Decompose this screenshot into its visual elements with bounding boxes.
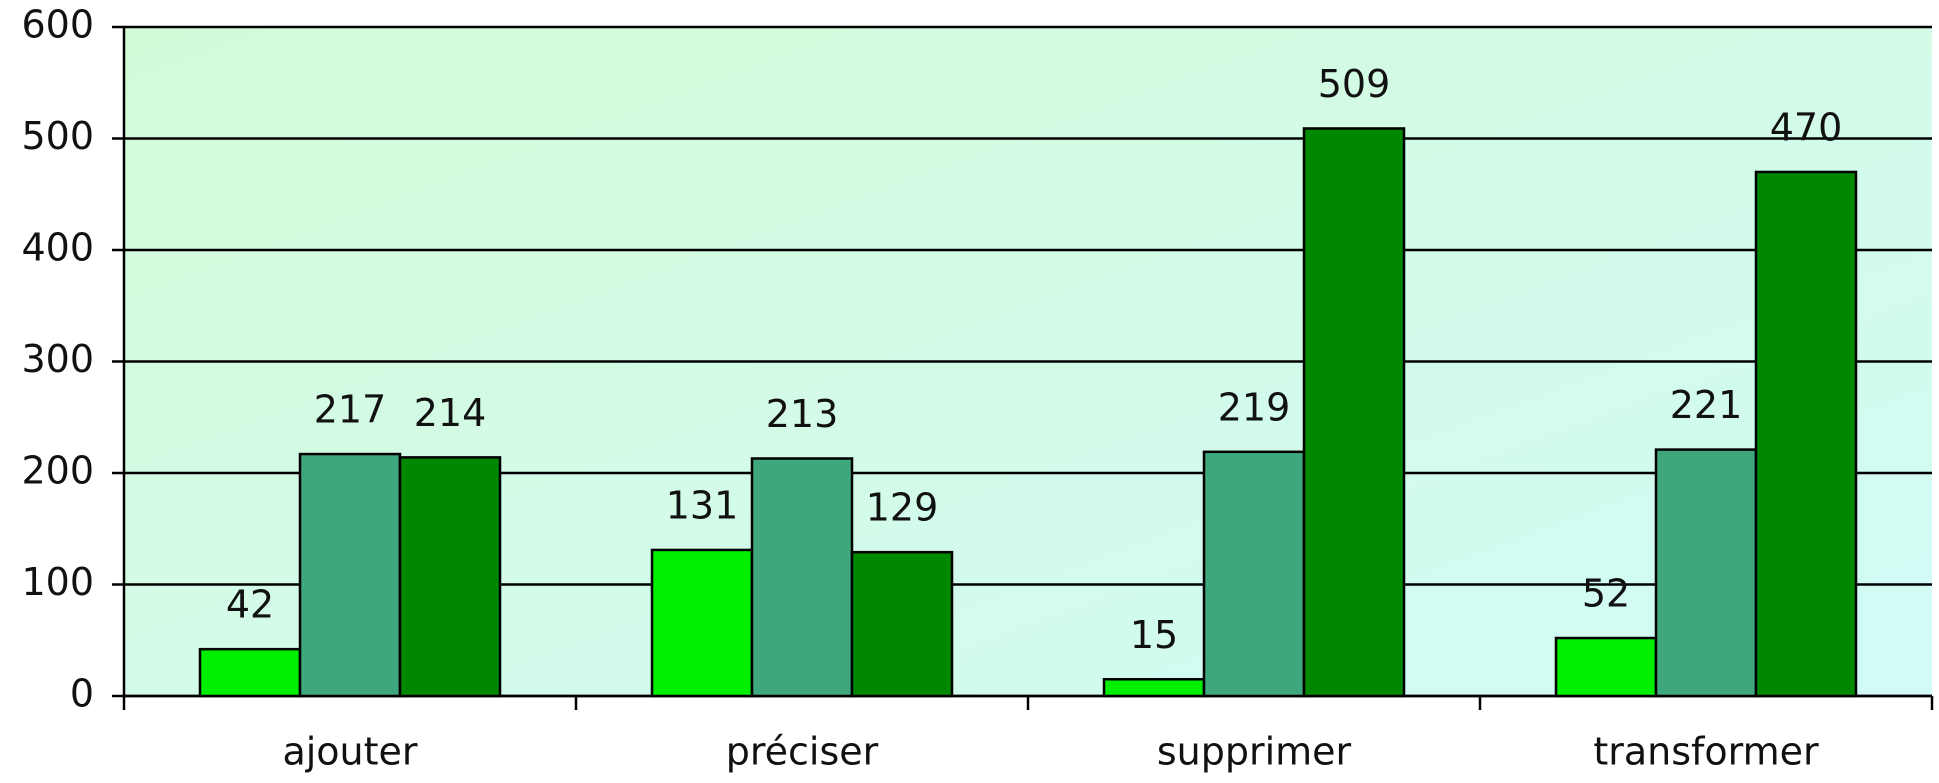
x-tick-label: transformer <box>1593 730 1819 774</box>
data-label: 470 <box>1770 105 1843 149</box>
y-tick-label: 500 <box>21 114 94 158</box>
bar <box>750 457 854 698</box>
bar <box>1302 127 1406 698</box>
y-tick-label: 100 <box>21 560 94 604</box>
y-tick-label: 400 <box>21 226 94 270</box>
data-label: 217 <box>314 388 387 432</box>
bar <box>198 647 302 698</box>
bar <box>298 452 402 698</box>
y-tick-label: 300 <box>21 337 94 381</box>
data-label: 509 <box>1318 62 1391 106</box>
x-tick-label: ajouter <box>282 730 417 774</box>
data-label: 219 <box>1218 385 1291 429</box>
bar <box>650 548 754 698</box>
y-tick-label: 0 <box>70 672 94 716</box>
data-label: 213 <box>766 392 839 436</box>
data-label: 52 <box>1582 572 1630 616</box>
bar <box>1654 448 1758 698</box>
bar <box>398 456 502 698</box>
x-tick-label: supprimer <box>1157 730 1352 774</box>
bar <box>1202 450 1306 698</box>
data-label: 214 <box>414 391 487 435</box>
bar <box>850 550 954 698</box>
x-tick-label: préciser <box>726 730 879 774</box>
data-label: 129 <box>866 486 939 530</box>
y-tick-label: 200 <box>21 449 94 493</box>
data-label: 42 <box>226 583 274 627</box>
data-label: 221 <box>1670 383 1743 427</box>
y-tick-label: 600 <box>21 3 94 47</box>
data-label: 131 <box>666 483 739 527</box>
data-label: 15 <box>1130 613 1178 657</box>
bar <box>1102 678 1206 698</box>
bar <box>1554 636 1658 698</box>
bar <box>1754 170 1858 698</box>
